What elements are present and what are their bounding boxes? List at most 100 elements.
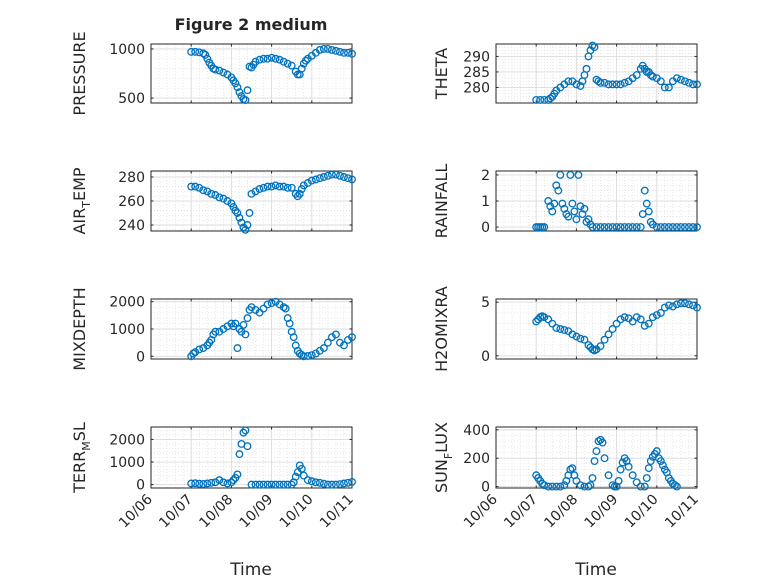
- data-point-terr_msl: [199, 479, 208, 488]
- data-point-terr_msl: [241, 426, 250, 435]
- data-point-theta: [656, 77, 665, 86]
- data-point-rainfall: [556, 170, 565, 179]
- data-point-pressure: [187, 47, 196, 56]
- data-point-theta: [685, 78, 693, 87]
- data-point-mixdepth: [267, 299, 276, 308]
- data-point-air_temp: [299, 181, 308, 190]
- data-point-terr_msl: [211, 478, 220, 487]
- data-point-pressure: [231, 79, 240, 88]
- y-axis-label-h2omixra: H2OMIXRA: [432, 286, 451, 372]
- data-point-pressure: [315, 45, 324, 54]
- panel-pressure: 500 1000 PRESSURE: [70, 31, 356, 116]
- panel-terr_msl: 10/06 10/07 10/08 10/09 10/10 10/11 0 1000 2000 T…: [70, 422, 357, 531]
- data-point-terr_msl: [344, 478, 352, 487]
- data-point-sun_flux: [576, 481, 585, 490]
- data-point-terr_msl: [307, 477, 316, 486]
- data-point-theta: [660, 83, 669, 92]
- data-point-rainfall: [660, 223, 669, 232]
- data-point-air_temp: [251, 187, 260, 196]
- data-point-air_temp: [203, 187, 212, 196]
- data-point-sun_flux: [628, 471, 637, 480]
- data-point-h2omixra: [685, 300, 693, 309]
- y-tick-label: 500: [118, 91, 145, 107]
- data-point-rainfall: [580, 204, 589, 213]
- data-point-air_temp: [231, 206, 240, 215]
- data-point-mixdepth: [255, 308, 264, 317]
- data-point-sun_flux: [584, 482, 593, 491]
- data-point-terr_msl: [259, 480, 268, 489]
- y-axis-label-mixdepth: MIXDEPTH: [70, 287, 89, 370]
- data-point-theta: [672, 74, 681, 83]
- data-point-rainfall: [668, 223, 677, 232]
- y-tick-label: 2000: [109, 295, 145, 311]
- y-tick-label: 0: [136, 478, 145, 494]
- data-point-rainfall: [540, 223, 549, 232]
- data-point-sun_flux: [652, 447, 661, 456]
- y-axis-label-pressure: PRESSURE: [70, 31, 89, 115]
- x-axis-label-left: Time: [229, 560, 272, 580]
- data-point-h2omixra: [680, 299, 689, 308]
- data-point-mixdepth: [189, 349, 198, 358]
- data-point-pressure: [348, 49, 356, 58]
- data-point-theta: [564, 77, 573, 86]
- data-point-h2omixra: [568, 330, 577, 339]
- data-point-rainfall: [604, 223, 613, 232]
- data-point-rainfall: [652, 223, 661, 232]
- data-point-sun_flux: [670, 481, 679, 490]
- y-tick-label: 1000: [109, 322, 145, 338]
- data-point-theta: [664, 83, 673, 92]
- data-point-rainfall: [574, 170, 583, 179]
- x-tick-label: 10/07: [501, 492, 541, 532]
- data-point-terr_msl: [303, 476, 312, 485]
- data-point-terr_msl: [327, 480, 336, 489]
- data-point-h2omixra: [648, 313, 657, 322]
- data-point-terr_msl: [235, 450, 244, 459]
- data-point-terr_msl: [315, 478, 324, 487]
- data-point-terr_msl: [311, 478, 320, 487]
- data-point-h2omixra: [552, 323, 561, 332]
- data-point-pressure: [201, 50, 210, 59]
- data-point-h2omixra: [572, 332, 581, 341]
- data-point-terr_msl: [195, 479, 204, 488]
- data-point-theta: [612, 80, 621, 89]
- data-point-h2omixra: [689, 301, 697, 310]
- data-point-air_temp: [293, 192, 302, 201]
- data-point-h2omixra: [676, 299, 685, 308]
- data-point-sun_flux: [586, 481, 595, 490]
- data-point-air_temp: [311, 175, 320, 184]
- data-point-sun_flux: [604, 471, 613, 480]
- data-point-sun_flux: [644, 464, 653, 473]
- data-point-terr_msl: [291, 472, 300, 481]
- data-point-rainfall: [568, 199, 577, 208]
- y-axis-label-air_temp: AIRTEMP: [70, 167, 93, 234]
- data-point-mixdepth: [233, 344, 242, 353]
- data-point-terr_msl: [203, 479, 212, 488]
- data-point-h2omixra: [556, 325, 565, 333]
- data-point-theta: [588, 41, 597, 50]
- data-point-terr_msl: [299, 471, 308, 480]
- data-point-terr_msl: [279, 480, 288, 489]
- data-point-pressure: [259, 54, 268, 63]
- x-tick-label: 10/07: [156, 492, 196, 532]
- data-point-mixdepth: [323, 338, 332, 347]
- data-point-rainfall: [632, 223, 641, 232]
- data-point-rainfall: [685, 223, 693, 232]
- data-point-mixdepth: [263, 300, 272, 309]
- data-point-theta: [582, 64, 591, 73]
- data-point-pressure: [287, 61, 296, 70]
- data-point-air_temp: [307, 176, 316, 185]
- panel-sun_flux: 10/06 10/07 10/08 10/09 10/10 10/11 0 200 400 SUN…: [432, 422, 702, 531]
- data-point-h2omixra: [636, 315, 645, 324]
- data-point-sun_flux: [598, 438, 607, 447]
- y-axis-label-terr_msl: TERRMSL: [70, 422, 93, 494]
- data-point-air_temp: [291, 189, 300, 198]
- data-point-air_temp: [331, 170, 340, 179]
- x-tick-label: 10/10: [277, 492, 317, 532]
- data-point-sun_flux: [632, 478, 641, 487]
- x-tick-label: 10/06: [461, 491, 501, 531]
- data-point-terr_msl: [319, 479, 328, 488]
- data-point-rainfall: [548, 207, 557, 216]
- data-point-theta: [604, 80, 613, 89]
- data-point-rainfall: [578, 210, 587, 218]
